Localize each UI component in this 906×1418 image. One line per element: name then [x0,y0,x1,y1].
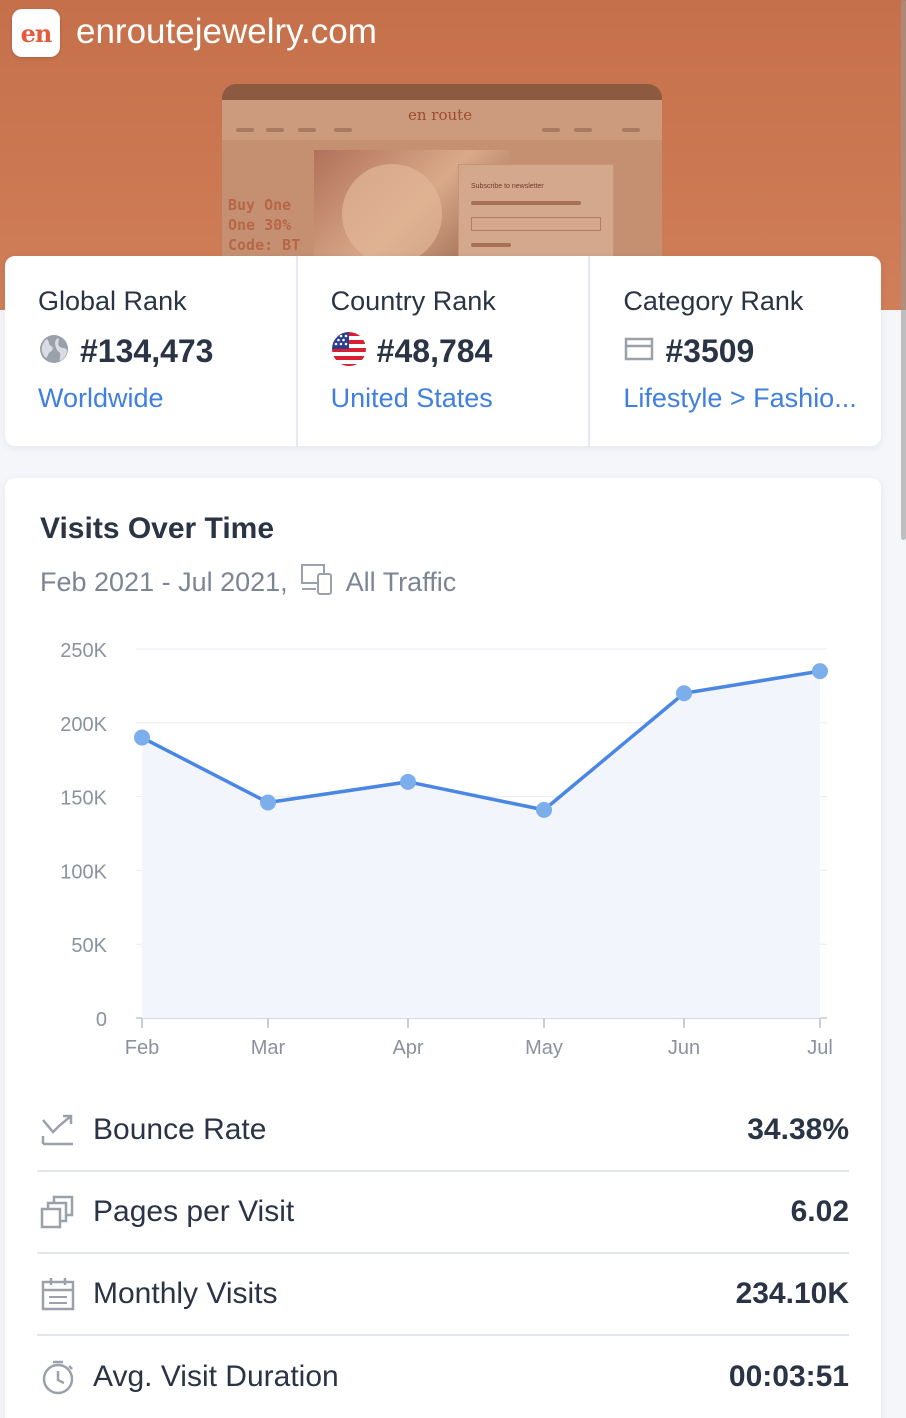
metric-label: Pages per Visit [93,1195,295,1228]
rank-card: Global Rank #134,473 Worldwide Country R… [5,256,881,446]
series-line [141,669,821,812]
rank-value: #134,473 [80,332,214,369]
site-domain[interactable]: enroutejewelry.com [76,12,377,51]
preview-photo-detail [342,164,442,264]
pages-icon [39,1193,77,1231]
preview-newsletter-modal: Subscribe to newsletter [458,164,614,264]
rank-value: #3509 [665,332,755,369]
y-tick-label: 200K [60,714,107,736]
metric-label: Bounce Rate [93,1113,267,1146]
y-tick-label: 100K [60,861,107,883]
x-tick-label: May [525,1037,563,1059]
country-rank: Country Rank [298,256,591,446]
rank-title: Country Rank [330,286,496,316]
traffic-filter[interactable]: All Traffic [345,567,457,597]
data-point [536,801,552,818]
data-point [134,729,150,746]
x-tick-label: Feb [125,1037,159,1059]
metric-label: Avg. Visit Duration [93,1360,339,1393]
metric-avg-visit-duration: Avg. Visit Duration 00:03:51 [37,1336,849,1418]
website-preview[interactable]: en route Buy One One 30% Code: BT Subscr… [222,84,662,264]
x-tick-label: Mar [251,1037,286,1059]
preview-modal-title: Subscribe to newsletter [471,183,544,190]
us-flag-icon [331,331,367,372]
metric-label: Monthly Visits [93,1277,278,1310]
x-tick-label: Jun [668,1037,700,1059]
globe-icon [38,333,70,370]
preview-browser-bar [222,84,662,100]
preview-promo-line: Code: BT [228,236,301,254]
site-logo-text: en [20,18,53,48]
x-tick-label: Jul [807,1037,833,1059]
metric-value: 00:03:51 [728,1360,849,1393]
data-point [260,794,276,811]
preview-promo-line: Buy One [228,196,292,214]
y-tick-label: 250K [60,640,107,662]
visits-period: Feb 2021 - Jul 2021, [40,567,288,597]
area-fill [142,671,820,1018]
rank-link-category[interactable]: Lifestyle > Fashio... [623,383,857,413]
timer-icon [39,1358,77,1396]
y-tick-label: 0 [96,1009,107,1031]
metric-bounce-rate: Bounce Rate 34.38% [37,1090,849,1172]
preview-brand: en route [408,106,473,124]
category-rank: Category Rank #3509 Lifestyle > Fashio..… [590,256,881,446]
bounce-icon [39,1111,77,1149]
scrollbar[interactable] [901,0,906,540]
rank-link-worldwide[interactable]: Worldwide [38,383,164,413]
metric-value: 234.10K [735,1277,849,1310]
rank-title: Category Rank [623,286,804,316]
visits-title: Visits Over Time [40,512,275,545]
category-icon [623,333,655,370]
devices-icon [300,562,334,603]
x-tick-label: Apr [392,1037,423,1059]
visits-card: Visits Over Time Feb 2021 - Jul 2021, Al… [5,478,881,1418]
data-point [676,685,692,702]
y-tick-label: 150K [60,788,107,810]
rank-value: #48,784 [376,332,493,369]
metric-monthly-visits: Monthly Visits 234.10K [37,1254,849,1336]
preview-nav [222,100,662,140]
rank-link-country[interactable]: United States [330,383,493,413]
rank-title: Global Rank [38,286,187,316]
site-logo: en [12,9,60,57]
visits-chart: 0 50K 100K 150K 200K 250K Feb Mar Apr May Jun Jul [60,640,833,1059]
data-point [400,773,416,790]
metric-value: 6.02 [790,1195,849,1228]
y-tick-label: 50K [71,935,107,957]
global-rank: Global Rank #134,473 Worldwide [5,256,298,446]
calendar-icon [39,1275,77,1313]
metric-pages-per-visit: Pages per Visit 6.02 [37,1172,849,1254]
metric-value: 34.38% [747,1113,849,1146]
preview-promo-line: One 30% [228,216,292,234]
data-point [812,663,828,680]
visits-subtitle: Feb 2021 - Jul 2021, All Traffic [40,562,456,603]
